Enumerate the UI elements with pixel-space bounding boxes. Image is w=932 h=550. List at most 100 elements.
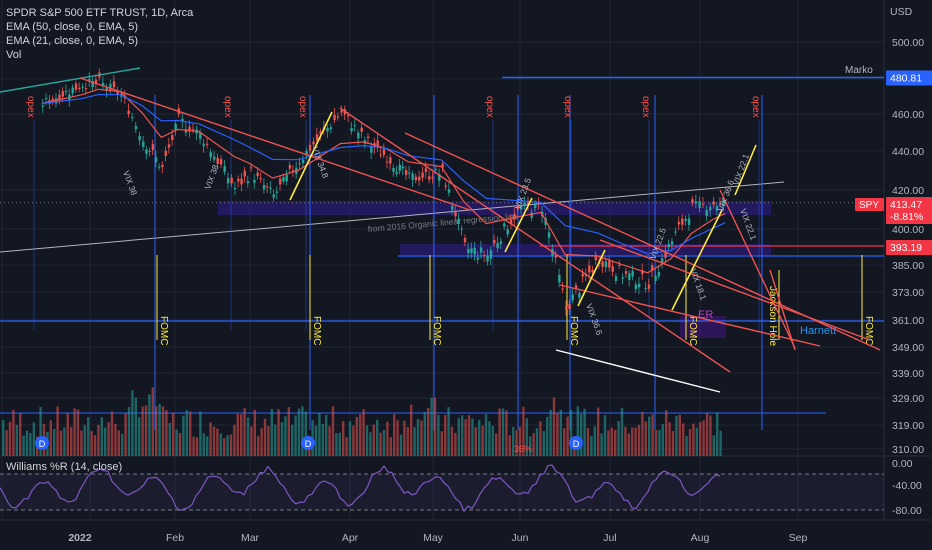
candle-body	[319, 131, 322, 134]
volume-bar	[148, 394, 151, 456]
candle-body	[385, 161, 389, 163]
volume-bar	[712, 435, 715, 456]
volume-bar	[413, 427, 416, 456]
candle-body	[527, 201, 530, 206]
candle-body	[618, 264, 621, 266]
volume-bar	[661, 424, 664, 456]
yellow-leg	[504, 197, 533, 253]
volume-bar	[155, 406, 158, 456]
candle-body	[312, 141, 315, 145]
fomc-label: FOMC	[158, 316, 169, 345]
candle-body	[199, 132, 202, 139]
volume-bar	[19, 412, 22, 456]
candle-body	[272, 194, 275, 198]
volume-bar	[702, 420, 705, 456]
volume-bar	[586, 428, 590, 456]
vix-label: VIX 36.6	[584, 302, 605, 336]
candle-body	[88, 78, 91, 82]
williams-r-title[interactable]: Williams %R (14, close)	[6, 461, 123, 473]
candle-body	[509, 219, 513, 225]
candle-body	[336, 116, 340, 118]
volume-bar	[563, 428, 566, 456]
volume-bar	[386, 421, 389, 456]
fomc-label: FOMC	[687, 316, 698, 345]
volume-bar	[658, 429, 661, 456]
volume-bar	[399, 434, 403, 456]
candle-body	[722, 201, 725, 207]
volume-bar	[396, 420, 399, 456]
volume-bar	[325, 414, 328, 456]
candle-body	[230, 177, 233, 184]
candle-body	[467, 249, 470, 254]
candle-body	[269, 187, 272, 189]
candle-body	[534, 203, 537, 209]
volume-bar	[607, 430, 610, 456]
spy-ticker-label: SPY	[859, 200, 879, 211]
trend-line	[0, 67, 141, 93]
volume-bar	[280, 422, 284, 456]
volume-bar	[223, 437, 226, 456]
price-tick-label: 349.00	[892, 342, 924, 354]
badge-bg	[886, 70, 932, 86]
candle-body	[408, 172, 411, 174]
opex-label: opex	[640, 96, 651, 118]
volume-bar	[692, 423, 695, 456]
volume-bar	[338, 432, 341, 456]
volume-bar	[515, 430, 518, 456]
volume-bar	[301, 406, 304, 456]
volume-bar	[654, 429, 658, 456]
candle-body	[282, 177, 285, 182]
legend-ema21[interactable]: EMA (21, close, 0, EMA, 5)	[6, 35, 139, 47]
candle-body	[712, 201, 716, 205]
legend-ema50[interactable]: EMA (50, close, 0, EMA, 5)	[6, 21, 139, 33]
jackson-hole-label: Jackson Hole	[767, 286, 778, 346]
volume-bar	[420, 420, 423, 456]
volume-bar	[138, 417, 141, 456]
volume-bar	[566, 416, 569, 456]
time-tick-label: May	[423, 532, 444, 544]
candle-body	[674, 231, 677, 233]
volume-bar	[600, 433, 603, 456]
candle-body	[253, 180, 256, 183]
candle-body	[565, 306, 568, 309]
support-zone-lower	[400, 244, 771, 255]
volume-bar	[617, 420, 620, 456]
volume-bar	[318, 412, 321, 456]
volume-bar	[583, 408, 586, 456]
candle-body	[604, 261, 608, 268]
volume-bar	[104, 427, 107, 456]
legend-vol[interactable]: Vol	[6, 49, 22, 61]
candle-body	[691, 199, 694, 204]
marko-label: Marko	[845, 65, 873, 76]
volume-bar	[168, 422, 171, 456]
candle-body	[45, 98, 48, 100]
volume-bar	[518, 426, 522, 456]
time-tick-label: Feb	[166, 532, 184, 544]
candle-body	[431, 177, 434, 179]
candle-body	[644, 288, 647, 290]
candle-body	[588, 265, 591, 273]
candle-body	[326, 127, 329, 132]
candle-body	[256, 172, 259, 176]
candle-body	[206, 143, 209, 145]
candle-body	[105, 87, 108, 91]
candle-body	[677, 221, 681, 225]
candle-body	[594, 254, 598, 261]
candle-body	[71, 87, 74, 94]
volume-bar	[127, 407, 131, 456]
candle-body	[148, 150, 151, 152]
volume-bar	[634, 427, 637, 456]
time-tick-label: Apr	[342, 532, 359, 544]
volume-bar	[376, 419, 379, 456]
volume-bar	[236, 413, 239, 456]
yellow-leg	[734, 144, 757, 196]
candle-body	[637, 283, 641, 288]
candle-body	[444, 185, 448, 187]
candle-body	[454, 212, 457, 217]
volume-bar	[484, 414, 488, 456]
volume-bar	[359, 414, 362, 456]
trend-line	[339, 107, 731, 373]
legend-symbol-line[interactable]: SPDR S&P 500 ETF TRUST, 1D, Arca	[6, 7, 194, 19]
candle-body	[418, 176, 421, 181]
